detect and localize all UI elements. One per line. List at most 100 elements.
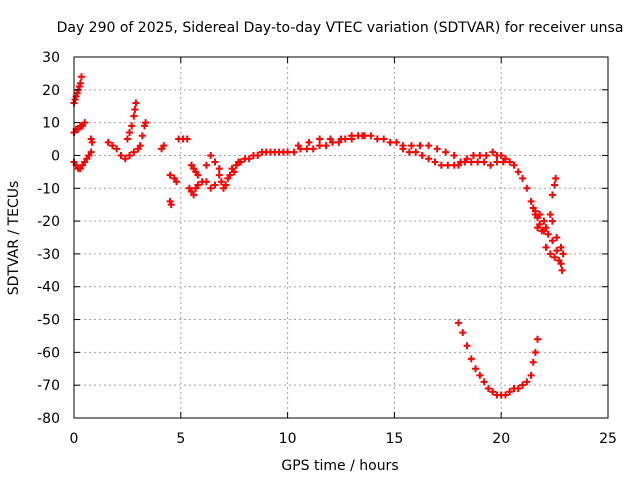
data-point [558,266,566,274]
data-point [514,384,522,392]
data-point [536,211,544,219]
data-point [484,384,492,392]
y-tick-label: -70 [37,378,60,394]
data-point [540,217,548,225]
data-point [416,142,424,150]
y-axis-label: SDTVAR / TECUs [6,181,22,296]
data-point [217,178,225,186]
data-point [183,135,191,143]
data-point [480,378,488,386]
data-point [211,181,219,189]
data-point [551,181,559,189]
data-point [527,371,535,379]
data-point [113,145,121,153]
y-tick-label: 20 [42,83,60,99]
grid-lines [74,57,608,418]
data-point [142,119,150,127]
data-point [294,142,302,150]
data-point [538,227,546,235]
data-point [194,171,202,179]
data-point [523,184,531,192]
data-point [160,142,168,150]
data-point [194,181,202,189]
data-point [418,151,426,159]
plot-frame [73,56,609,419]
data-point [167,201,175,209]
x-axis-ticks: 0 5 10 15 20 25 [70,57,617,447]
data-point [407,142,415,150]
data-point [237,158,245,166]
data-point [104,138,112,146]
x-tick-label: 15 [385,431,403,447]
data-point [358,132,366,140]
data-point [551,253,559,261]
data-point [316,135,324,143]
x-tick-label: 0 [70,431,79,447]
data-point [202,178,210,186]
data-point [77,73,85,81]
data-point [130,148,138,156]
data-point [337,135,345,143]
chart-title: Day 290 of 2025, Sidereal Day-to-day VTE… [57,20,624,36]
data-point [557,243,565,251]
data-point [487,161,495,169]
data-point [472,365,480,373]
data-point [542,224,550,232]
data-point [309,145,317,153]
data-point [138,132,146,140]
y-tick-label: -20 [37,214,60,230]
data-point [425,155,433,163]
data-point [132,99,140,107]
data-point [437,161,445,169]
data-point [190,191,198,199]
y-tick-label: 10 [42,116,60,132]
data-point [87,148,95,156]
data-point [476,371,484,379]
data-point [131,106,139,114]
data-points [70,73,567,399]
data-point [454,161,462,169]
data-point [552,174,560,182]
data-point [425,142,433,150]
data-point [380,135,388,143]
data-point [226,171,234,179]
data-point [254,151,262,159]
data-point [454,319,462,327]
y-axis-ticks: -80 -70 -60 -50 -40 -30 -20 -10 0 10 20 30 [37,50,608,427]
data-point [303,145,311,153]
y-tick-label: 30 [42,50,60,66]
data-point [290,148,298,156]
data-point [284,148,292,156]
data-point [489,388,497,396]
data-point [497,151,505,159]
data-point [166,171,174,179]
data-point [531,207,539,215]
data-point [506,158,514,166]
data-point [367,132,375,140]
data-point [76,79,84,87]
data-point [81,119,89,127]
data-point [510,161,518,169]
data-point [544,230,552,238]
y-tick-label: -50 [37,313,60,329]
data-point [463,342,471,350]
data-point [373,135,381,143]
data-point [476,151,484,159]
data-point [480,158,488,166]
data-point [514,168,522,176]
data-point [450,151,458,159]
data-point [348,132,356,140]
data-point [506,388,514,396]
data-point [108,142,116,150]
y-tick-label: -60 [37,345,60,361]
data-point [412,148,420,156]
y-tick-label: -40 [37,280,60,296]
data-point [519,174,527,182]
data-point [467,158,475,166]
data-point [211,158,219,166]
data-point [433,145,441,153]
data-point [173,178,181,186]
data-point [527,197,535,205]
data-point [546,250,554,258]
data-point [469,151,477,159]
